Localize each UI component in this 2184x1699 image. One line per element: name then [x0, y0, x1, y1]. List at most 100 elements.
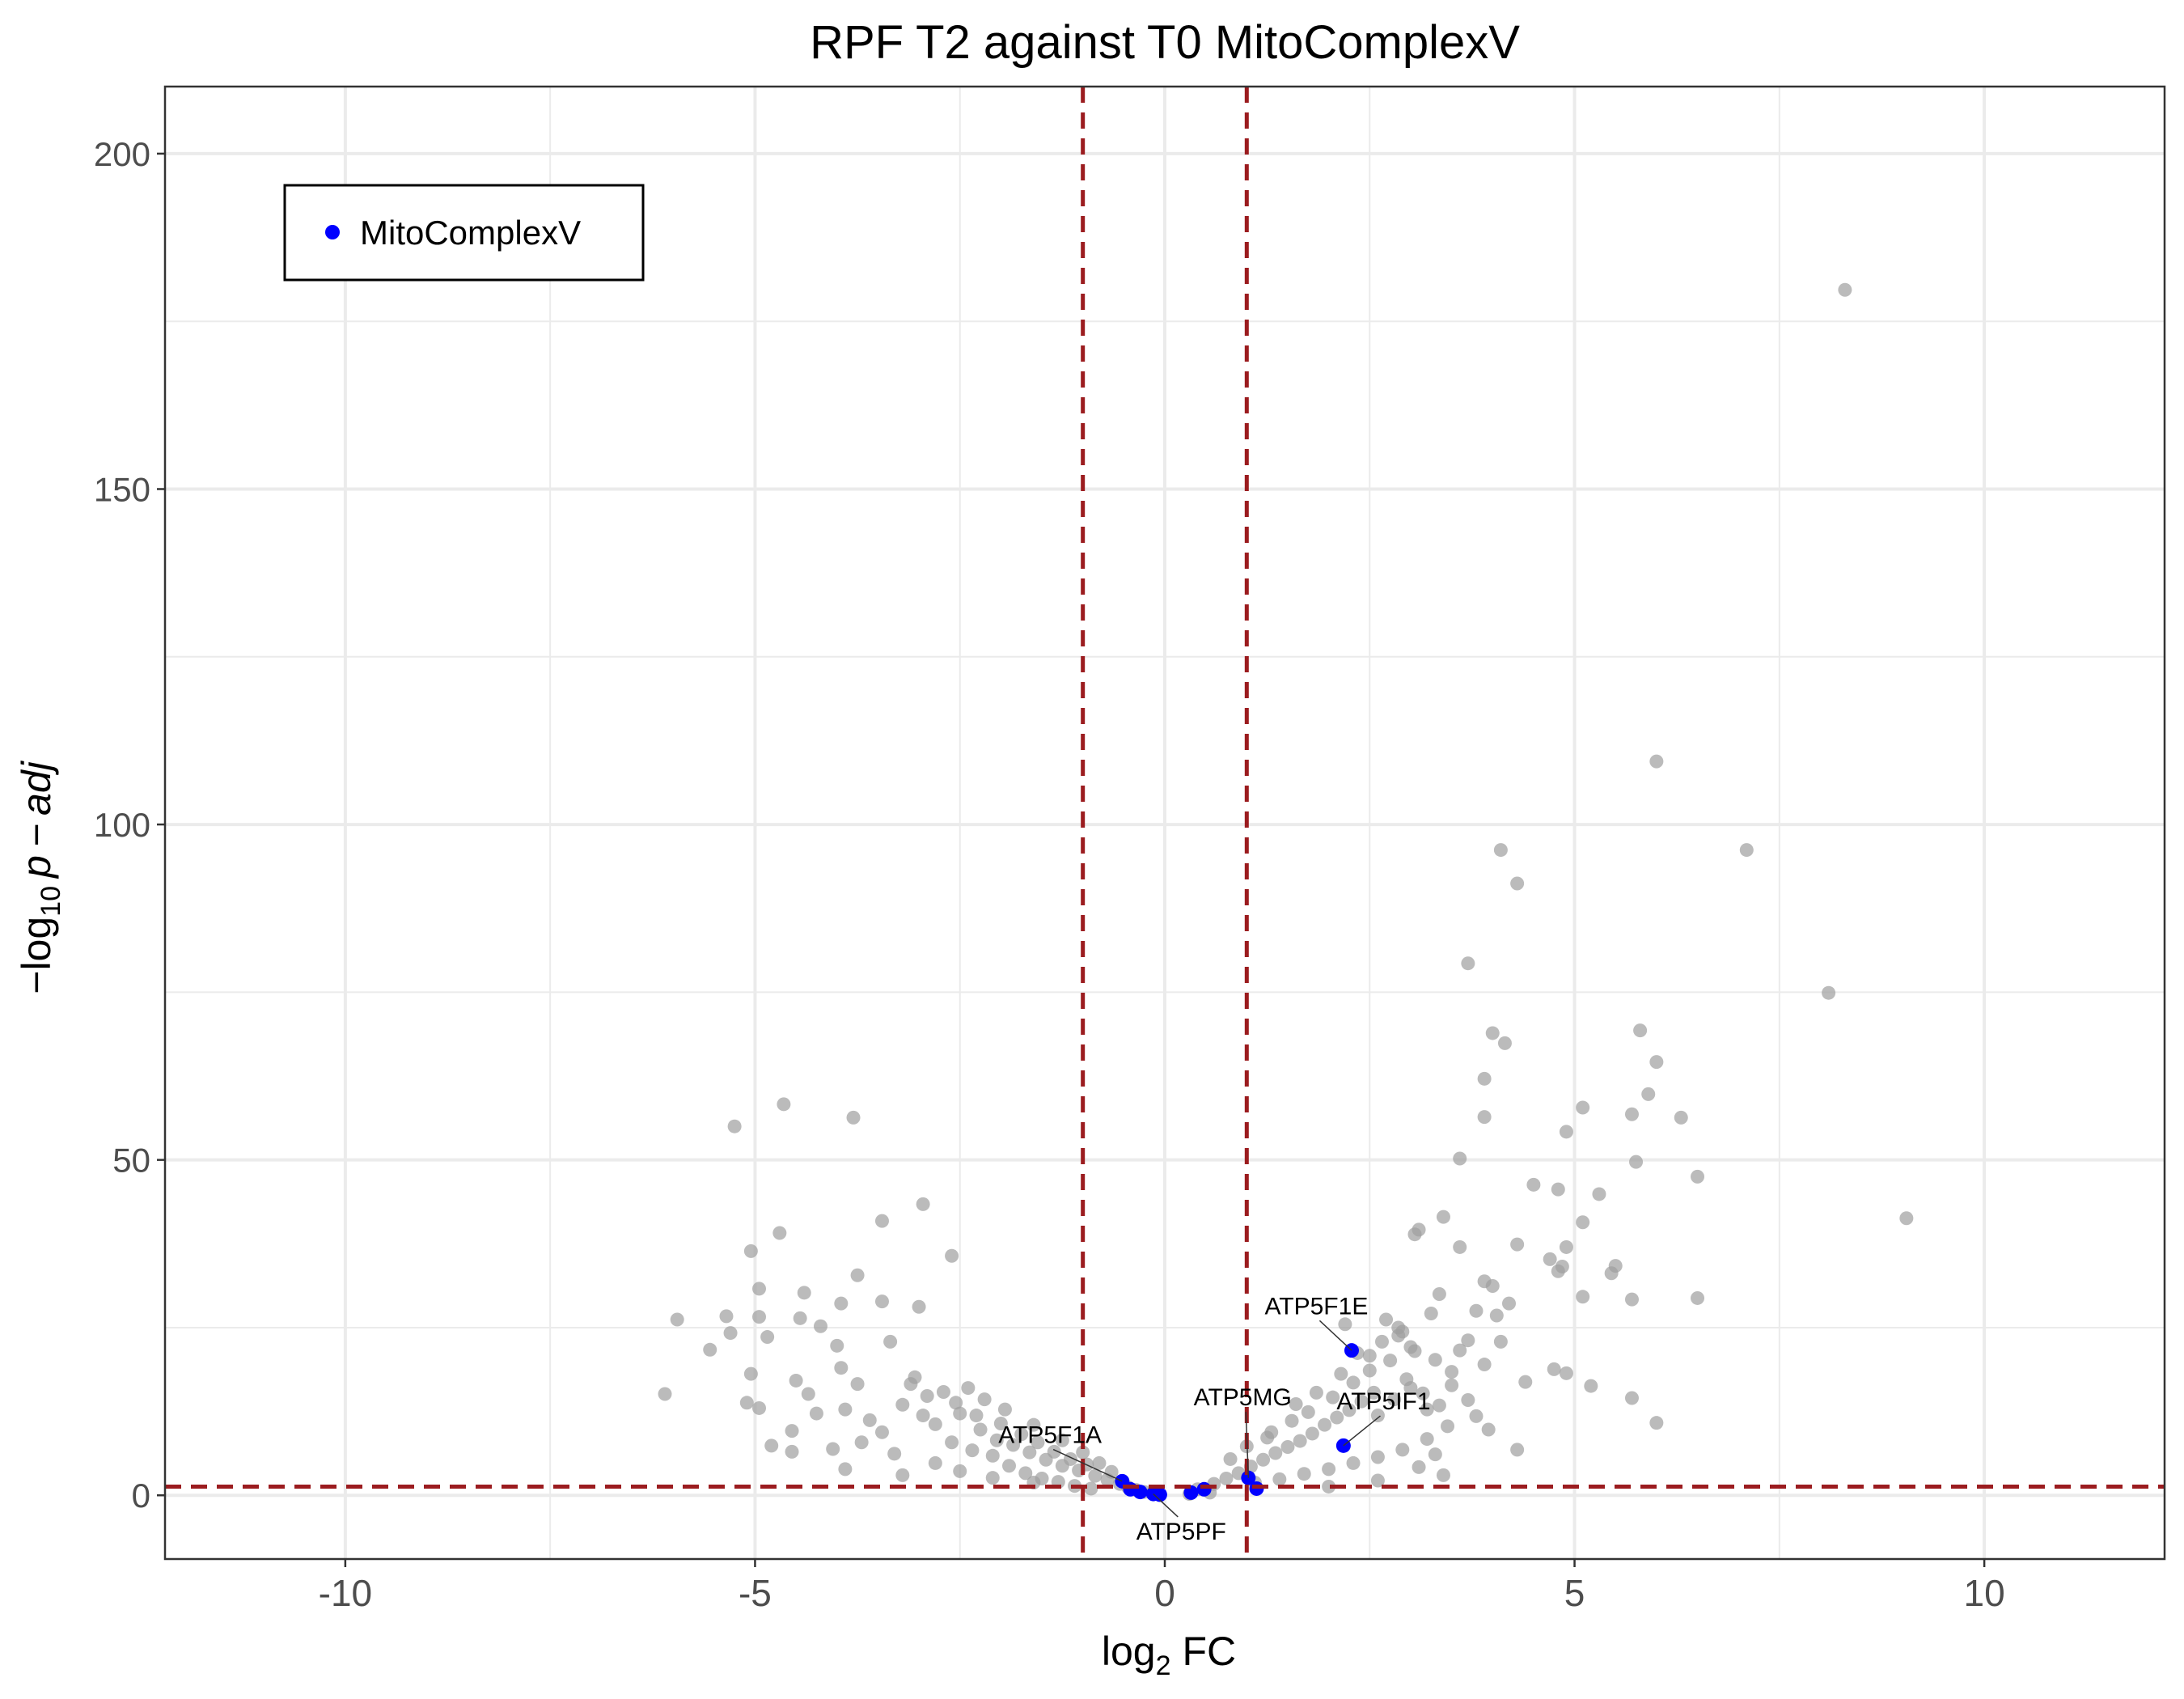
data-point: [1592, 1187, 1606, 1201]
data-point: [1014, 1427, 1029, 1442]
data-point: [1285, 1413, 1299, 1428]
data-points: [658, 282, 1914, 1502]
data-point: [723, 1326, 738, 1341]
gene-label-leader: [1318, 1320, 1352, 1351]
data-point: [1576, 1215, 1590, 1230]
data-point: [1305, 1426, 1319, 1441]
data-point: [813, 1319, 827, 1333]
gene-labels: ATP5F1E ATP5MG ATP5IF1 ATP5F1A ATP5PF: [998, 1293, 1430, 1545]
data-point: [1047, 1444, 1061, 1459]
data-point: [1416, 1386, 1430, 1400]
data-point: [1493, 843, 1508, 858]
data-point: [1629, 1155, 1644, 1169]
data-point: [670, 1312, 684, 1327]
data-point: [1822, 985, 1836, 1000]
highlight-point: [1183, 1485, 1199, 1500]
data-point: [862, 1413, 877, 1427]
data-point: [793, 1311, 807, 1325]
x-tick-label: 0: [1154, 1572, 1175, 1614]
data-point: [1301, 1405, 1315, 1419]
data-point: [850, 1377, 865, 1392]
data-point: [945, 1435, 959, 1450]
data-point: [1293, 1434, 1307, 1448]
y-axis-title-sub: 10: [36, 886, 66, 917]
data-point: [997, 1402, 1012, 1417]
data-point: [1272, 1472, 1287, 1486]
data-point: [1497, 1036, 1512, 1050]
data-point: [1387, 1392, 1402, 1407]
gene-label: ATP5MG: [1194, 1384, 1292, 1411]
data-point: [969, 1409, 984, 1423]
data-point: [1633, 1023, 1648, 1038]
data-point: [895, 1397, 910, 1412]
data-point: [1391, 1328, 1406, 1343]
legend-box: [283, 184, 645, 282]
data-point: [1428, 1353, 1442, 1367]
data-point: [1526, 1177, 1541, 1192]
data-point: [977, 1392, 992, 1407]
data-point: [1559, 1366, 1573, 1380]
data-point: [953, 1464, 967, 1478]
y-axis-title: −log10 p − adj: [14, 760, 66, 994]
data-point: [949, 1396, 963, 1410]
data-point: [830, 1338, 844, 1353]
data-point: [1018, 1466, 1033, 1481]
gene-label-leader: [1245, 1412, 1250, 1478]
data-point: [1088, 1468, 1103, 1483]
data-point: [789, 1373, 803, 1388]
data-point: [1092, 1455, 1107, 1470]
data-point: [785, 1424, 799, 1438]
data-point: [1510, 876, 1525, 891]
data-point: [874, 1425, 889, 1439]
data-point: [727, 1119, 742, 1133]
data-point: [1576, 1290, 1590, 1304]
y-tick-label: 0: [132, 1477, 150, 1515]
x-axis-title-base: log: [1102, 1629, 1156, 1674]
data-point: [895, 1468, 910, 1482]
data-point: [887, 1447, 902, 1461]
data-point: [764, 1438, 779, 1453]
data-point: [1076, 1445, 1090, 1460]
data-point: [985, 1471, 1000, 1485]
data-point: [1477, 1071, 1492, 1086]
data-point: [1576, 1100, 1590, 1115]
data-point: [916, 1409, 930, 1423]
data-point: [1407, 1344, 1422, 1358]
data-point: [752, 1400, 767, 1415]
data-point: [1485, 1279, 1500, 1294]
data-point: [1031, 1435, 1045, 1450]
data-point: [1838, 282, 1852, 297]
data-point: [1559, 1125, 1573, 1139]
gene-label: ATP5F1A: [998, 1422, 1102, 1449]
data-point: [1445, 1378, 1459, 1392]
data-point: [1420, 1402, 1434, 1417]
data-point: [1223, 1451, 1238, 1466]
data-point: [1322, 1462, 1336, 1477]
x-tick-label: 10: [1964, 1572, 2005, 1614]
data-point: [1379, 1312, 1394, 1327]
data-point: [1362, 1349, 1377, 1363]
data-point: [1395, 1443, 1410, 1457]
data-point: [1641, 1087, 1656, 1101]
data-point: [826, 1442, 840, 1456]
data-point: [1624, 1391, 1639, 1405]
data-point: [1370, 1450, 1385, 1464]
data-point: [1518, 1375, 1533, 1389]
data-point: [752, 1282, 767, 1296]
threshold-lines: [165, 87, 2165, 1559]
data-point: [993, 1417, 1008, 1431]
gene-label: ATP5F1E: [1265, 1293, 1369, 1320]
chart-title: RPF T2 against T0 MitoComplexV: [810, 16, 1520, 69]
y-tick-label: 200: [94, 135, 150, 173]
data-point: [1256, 1452, 1271, 1467]
data-point: [1436, 1210, 1450, 1224]
data-point: [1026, 1417, 1041, 1432]
data-point: [1383, 1354, 1398, 1368]
data-point: [1322, 1479, 1336, 1494]
data-point: [874, 1214, 889, 1228]
data-point: [1318, 1417, 1332, 1432]
data-point: [1334, 1366, 1348, 1381]
data-point: [1481, 1422, 1496, 1437]
data-point: [1330, 1410, 1344, 1425]
x-axis-title-tail: FC: [1171, 1629, 1237, 1674]
